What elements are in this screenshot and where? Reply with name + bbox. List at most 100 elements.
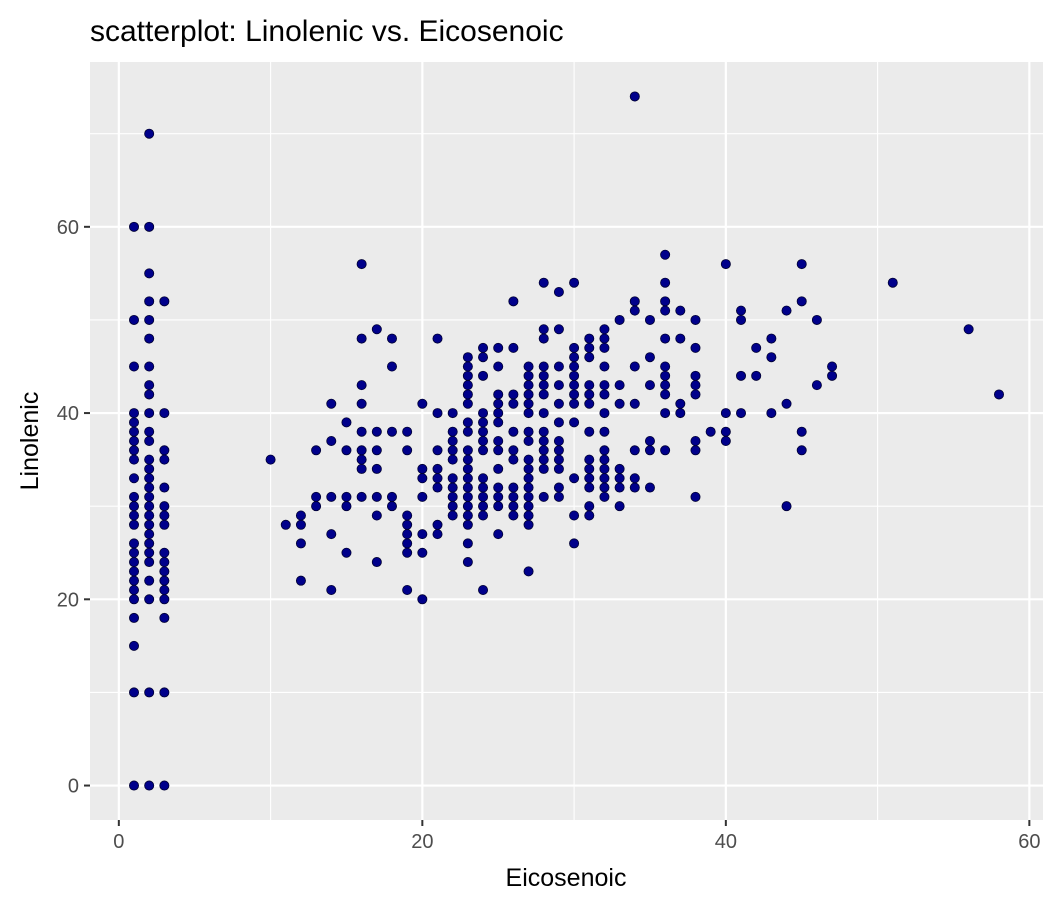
data-point [660,389,671,400]
data-point [129,361,140,372]
data-point [447,482,458,493]
data-point [614,501,625,512]
data-point [584,473,595,484]
data-point [690,491,701,502]
data-point [538,435,549,446]
data-point [478,584,489,595]
data-point [569,380,580,391]
data-point [144,687,155,698]
data-point [720,426,731,437]
data-point [538,491,549,502]
data-point [493,529,504,540]
data-point [144,426,155,437]
data-point [629,482,640,493]
data-point [538,333,549,344]
data-point [523,491,534,502]
data-point [478,342,489,353]
data-point [538,380,549,391]
data-point [644,435,655,446]
data-point [584,501,595,512]
data-point [827,370,838,381]
data-point [432,463,443,474]
data-point [311,501,322,512]
data-point [569,370,580,381]
data-point [129,780,140,791]
data-point [144,538,155,549]
data-point [538,426,549,437]
data-point [660,408,671,419]
data-point [462,463,473,474]
data-point [690,342,701,353]
data-point [371,557,382,568]
data-point [129,435,140,446]
data-point [538,445,549,456]
data-point [447,454,458,465]
data-point [417,473,428,484]
data-point [766,408,777,419]
data-point [538,389,549,400]
data-point [144,296,155,307]
data-point [508,426,519,437]
data-point [523,408,534,419]
data-point [614,463,625,474]
data-point [538,370,549,381]
data-point [751,370,762,381]
data-point [129,501,140,512]
data-point [660,277,671,288]
data-point [508,389,519,400]
data-point [462,389,473,400]
data-point [553,398,564,409]
data-point [129,454,140,465]
data-point [508,342,519,353]
data-point [386,426,397,437]
data-point [508,491,519,502]
data-point [386,361,397,372]
data-point [796,259,807,270]
data-point [402,510,413,521]
data-point [462,454,473,465]
data-point [129,519,140,530]
data-point [144,333,155,344]
data-point [129,538,140,549]
data-point [144,501,155,512]
data-point [371,510,382,521]
data-point [493,491,504,502]
data-point [417,398,428,409]
data-point [614,473,625,484]
data-point [462,380,473,391]
data-point [736,314,747,325]
data-point [493,342,504,353]
data-point [660,249,671,260]
data-point [462,398,473,409]
data-point [417,594,428,605]
data-point [144,519,155,530]
data-point [599,463,610,474]
data-point [508,445,519,456]
data-point [402,445,413,456]
data-point [478,417,489,428]
data-point [644,352,655,363]
data-point [508,454,519,465]
data-point [432,519,443,530]
y-axis: 0 20 40 60 [57,217,90,798]
data-point [326,584,337,595]
data-point [538,408,549,419]
data-point [523,473,534,484]
data-point [144,314,155,325]
data-point [599,408,610,419]
data-point [462,352,473,363]
data-point [493,482,504,493]
data-point [417,547,428,558]
data-point [523,361,534,372]
data-point [129,612,140,623]
data-point [462,538,473,549]
data-point [660,370,671,381]
data-point [144,435,155,446]
data-point [402,538,413,549]
data-point [523,398,534,409]
data-point [159,780,170,791]
data-point [341,547,352,558]
data-point [599,491,610,502]
data-point [326,491,337,502]
